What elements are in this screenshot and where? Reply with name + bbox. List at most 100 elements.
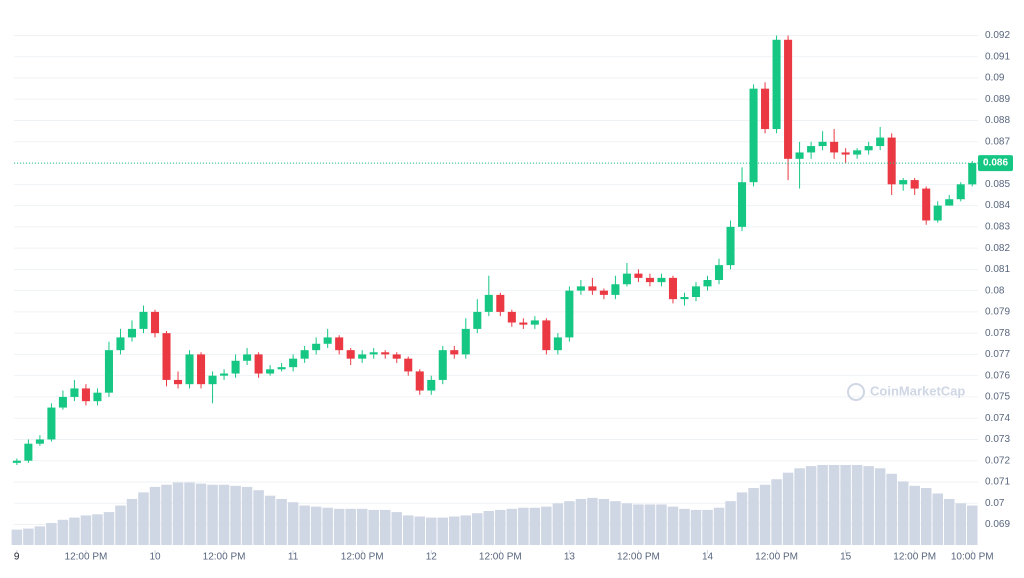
- volume-bar: [80, 515, 92, 545]
- volume-bar: [391, 512, 402, 545]
- y-tick-label: 0.079: [985, 307, 1010, 318]
- y-tick-label: 0.088: [985, 115, 1010, 126]
- volume-bar: [115, 505, 126, 545]
- candle-body: [841, 152, 850, 155]
- volume-bar: [679, 508, 690, 545]
- candle-body: [887, 137, 896, 185]
- candle-body: [208, 375, 217, 385]
- candle-body: [565, 290, 574, 338]
- watermark: CoinMarketCap: [847, 383, 965, 401]
- volume-bar: [287, 502, 299, 545]
- candle-body: [680, 297, 689, 300]
- volume-bar: [425, 517, 437, 545]
- volume-bar: [863, 466, 874, 545]
- candle-body: [542, 320, 551, 351]
- volume-layer: [11, 465, 978, 545]
- volume-bar: [449, 516, 460, 545]
- candle-body: [864, 146, 873, 151]
- volume-bar: [310, 506, 322, 545]
- candle-body: [634, 273, 643, 278]
- candle-body: [576, 286, 585, 291]
- volume-bar: [621, 503, 633, 545]
- volume-bar: [368, 509, 379, 545]
- volume-bar: [828, 465, 840, 545]
- volume-bar: [713, 507, 725, 545]
- volume-bar: [276, 498, 287, 545]
- candle-body: [254, 354, 263, 374]
- volume-bar: [564, 501, 575, 545]
- candle-body: [277, 367, 286, 370]
- x-tick-label: 15: [840, 552, 852, 563]
- candle-body: [404, 358, 413, 372]
- candle-body: [346, 350, 355, 359]
- candle-body: [496, 294, 505, 312]
- volume-bar: [172, 482, 184, 545]
- volume-bar: [506, 508, 518, 545]
- y-tick-label: 0.078: [985, 328, 1010, 339]
- x-tick-label: 12:00 PM: [755, 552, 798, 563]
- y-tick-label: 0.073: [985, 434, 1010, 445]
- volume-bar: [575, 498, 587, 545]
- candle-body: [461, 328, 470, 355]
- volume-bar: [644, 504, 656, 545]
- y-tick-label: 0.087: [985, 136, 1010, 147]
- volume-bar: [874, 468, 886, 545]
- candle-body: [415, 371, 424, 391]
- candle-body: [289, 358, 298, 368]
- candle-body: [714, 265, 724, 280]
- y-tick-label: 0.076: [985, 370, 1010, 381]
- y-tick-label: 0.075: [985, 392, 1010, 403]
- volume-bar: [817, 465, 828, 545]
- candle-body: [58, 396, 67, 408]
- x-tick-label: 9: [14, 552, 20, 563]
- volume-bar: [34, 526, 46, 545]
- y-tick-label: 0.069: [985, 519, 1010, 530]
- candle-body: [93, 392, 102, 402]
- volume-bar: [356, 508, 368, 545]
- y-tick-label: 0.085: [985, 179, 1010, 190]
- volume-bar: [920, 488, 932, 545]
- candle-body: [553, 337, 562, 351]
- candle-body: [127, 328, 137, 338]
- volume-bar: [932, 493, 943, 545]
- x-tick-label: 10: [149, 552, 161, 563]
- candle-body: [47, 407, 56, 440]
- volume-bar: [322, 507, 333, 545]
- y-tick-label: 0.072: [985, 455, 1010, 466]
- candle-body: [427, 379, 436, 391]
- x-tick-label: 12: [426, 552, 438, 563]
- candle-body: [104, 350, 113, 393]
- x-tick-label: 12:00 PM: [203, 552, 246, 563]
- candle-body: [784, 39, 793, 159]
- volume-bar: [656, 504, 667, 545]
- candle-body: [139, 311, 148, 329]
- volume-bar: [46, 523, 57, 545]
- candle-body: [876, 137, 885, 147]
- x-tick-label: 10:00 PM: [951, 552, 994, 563]
- volume-bar: [414, 516, 425, 545]
- candle-body: [185, 354, 194, 385]
- candle-body: [392, 354, 401, 359]
- candle-body: [668, 277, 678, 300]
- candle-body: [162, 333, 171, 380]
- candle-body: [300, 350, 309, 359]
- volume-bar: [149, 486, 161, 545]
- volume-bar: [552, 503, 564, 545]
- candle-layer: 0.086: [12, 35, 1013, 465]
- candle-body: [197, 354, 206, 385]
- candle-body: [81, 388, 90, 402]
- volume-bar: [955, 503, 966, 545]
- candle-body: [691, 286, 701, 298]
- volume-bar: [759, 484, 771, 545]
- x-tick-label: 12:00 PM: [479, 552, 522, 563]
- last-price-label: 0.086: [983, 158, 1008, 169]
- candle-body: [807, 146, 816, 153]
- volume-bar: [909, 485, 920, 545]
- candle-body: [519, 322, 528, 325]
- volume-bar: [782, 472, 794, 545]
- candle-body: [657, 277, 666, 283]
- y-tick-label: 0.071: [985, 477, 1010, 488]
- candle-body: [231, 360, 240, 374]
- volume-bar: [472, 513, 483, 545]
